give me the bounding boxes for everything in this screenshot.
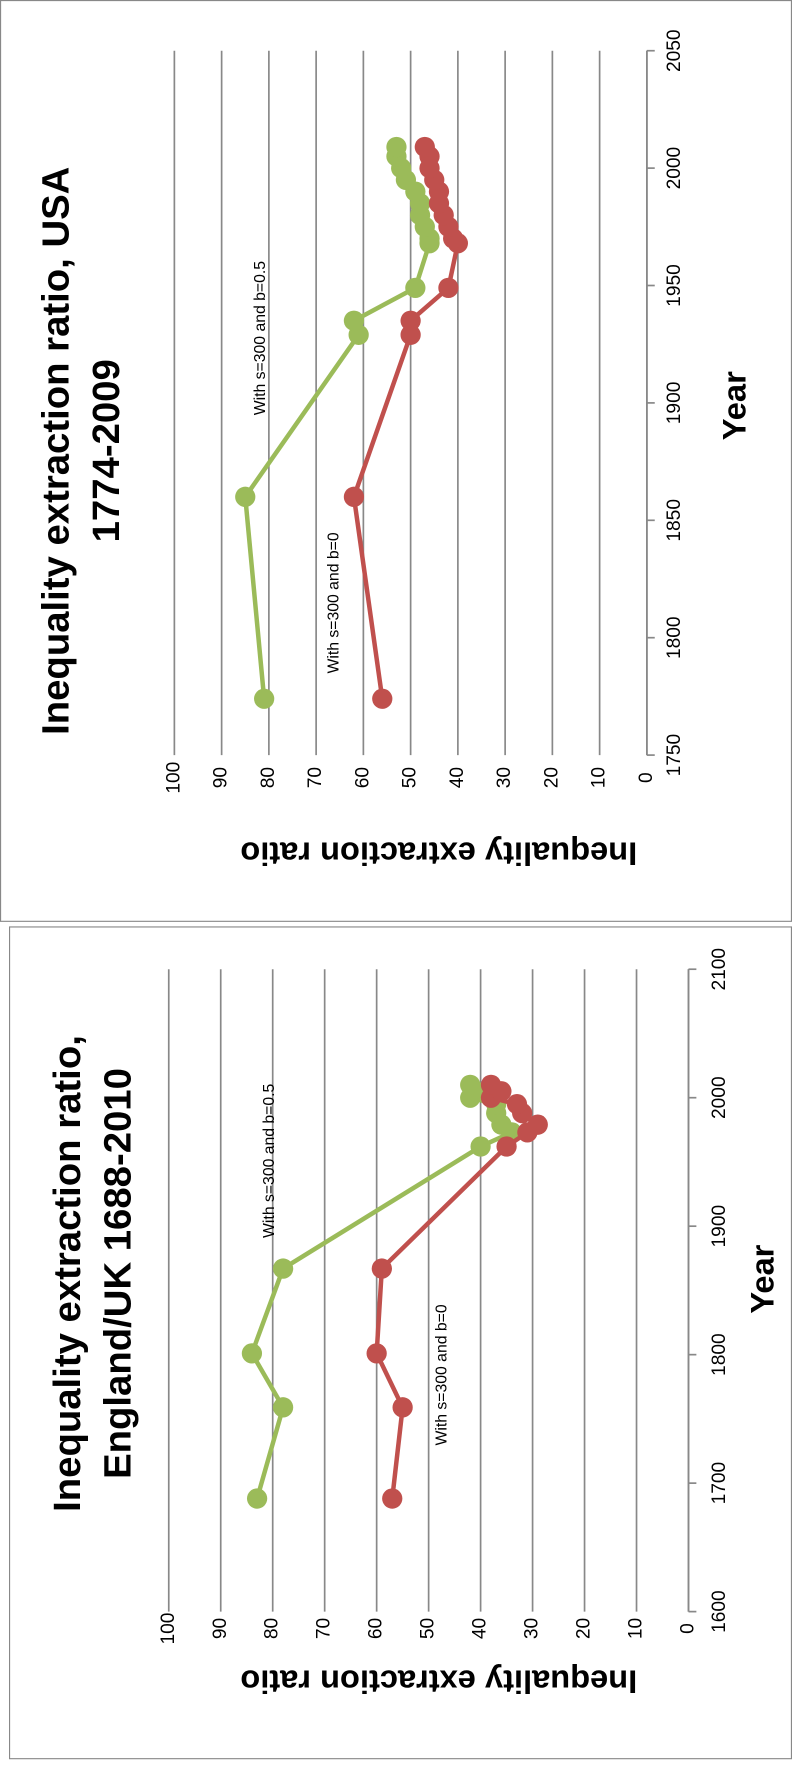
y-tick-label: 40 [470,1618,491,1639]
data-point [392,1397,413,1418]
annotation: With s=300 and b=0 [433,1304,450,1445]
data-point [241,1343,263,1364]
y-axis-title: Inequality extraction ratio [240,835,637,872]
x-tick-label: 2100 [709,948,730,991]
y-tick-label: 40 [447,767,468,788]
x-tick-label: 2050 [664,29,685,72]
data-point [496,1136,517,1157]
data-point [386,136,407,158]
y-tick-label: 0 [636,772,657,783]
x-tick-label: 2000 [664,147,685,190]
y-tick-label: 90 [211,767,232,788]
annotation: With s=300 and b=0.5 [252,261,269,415]
data-point [527,1114,548,1135]
x-tick-label: 1950 [664,264,685,307]
y-tick-label: 60 [366,1618,387,1639]
data-point [470,1136,491,1157]
x-tick-label: 1800 [664,616,685,659]
y-tick-label: 60 [352,767,373,788]
data-point [235,486,256,507]
data-point [405,277,426,298]
data-point [272,1258,294,1279]
data-point [372,688,393,709]
x-axis-title: Year [744,1244,781,1313]
y-tick-label: 70 [314,1618,335,1639]
chart-title: Inequality extraction ratio, [46,1035,89,1512]
x-tick-label: 1600 [709,1590,730,1633]
x-tick-label: 1700 [709,1462,730,1505]
y-tick-label: 10 [589,767,610,788]
y-tick-label: 100 [158,1613,179,1645]
data-point [246,1488,268,1509]
chart-title: England/UK 1688-2010 [97,1068,140,1479]
data-point [254,688,275,709]
x-tick-label: 1900 [664,382,685,425]
panel-frame [9,926,792,1760]
y-tick-label: 50 [418,1618,439,1639]
y-tick-label: 90 [210,1618,231,1639]
x-tick-label: 1900 [709,1205,730,1248]
y-tick-label: 80 [258,767,279,788]
y-axis-title: Inequality extraction ratio [240,1664,637,1701]
chart-title: Inequality extraction ratio, USA [35,167,78,735]
y-tick-label: 20 [541,767,562,788]
y-tick-label: 20 [574,1618,595,1639]
data-point [414,136,435,158]
x-axis-title: Year [716,371,753,440]
data-point [506,1093,528,1115]
y-tick-label: 100 [163,762,184,794]
y-tick-label: 30 [494,767,515,788]
y-tick-label: 70 [305,767,326,788]
data-point [438,277,459,298]
data-point [272,1397,294,1418]
y-tick-label: 80 [262,1618,283,1639]
x-tick-label: 2000 [709,1076,730,1119]
y-tick-label: 10 [626,1618,647,1639]
data-point [343,486,365,507]
x-tick-label: 1850 [664,499,685,542]
data-point [400,324,421,345]
data-point [480,1074,502,1095]
annotation: With s=300 and b=0 [325,532,342,673]
data-point [400,310,421,331]
data-point [366,1343,387,1364]
x-tick-label: 1800 [709,1333,730,1376]
data-point [343,310,365,331]
data-point [460,1074,481,1095]
y-tick-label: 50 [400,767,421,788]
data-point [371,1258,392,1279]
data-point [382,1488,403,1509]
chart-title: 1774-2009 [85,359,128,542]
y-tick-label: 0 [678,1623,699,1634]
panel-frame [0,0,792,922]
y-tick-label: 30 [522,1618,543,1639]
x-tick-label: 1750 [664,734,685,777]
annotation: With s=300 and b=0.5 [261,1083,278,1237]
